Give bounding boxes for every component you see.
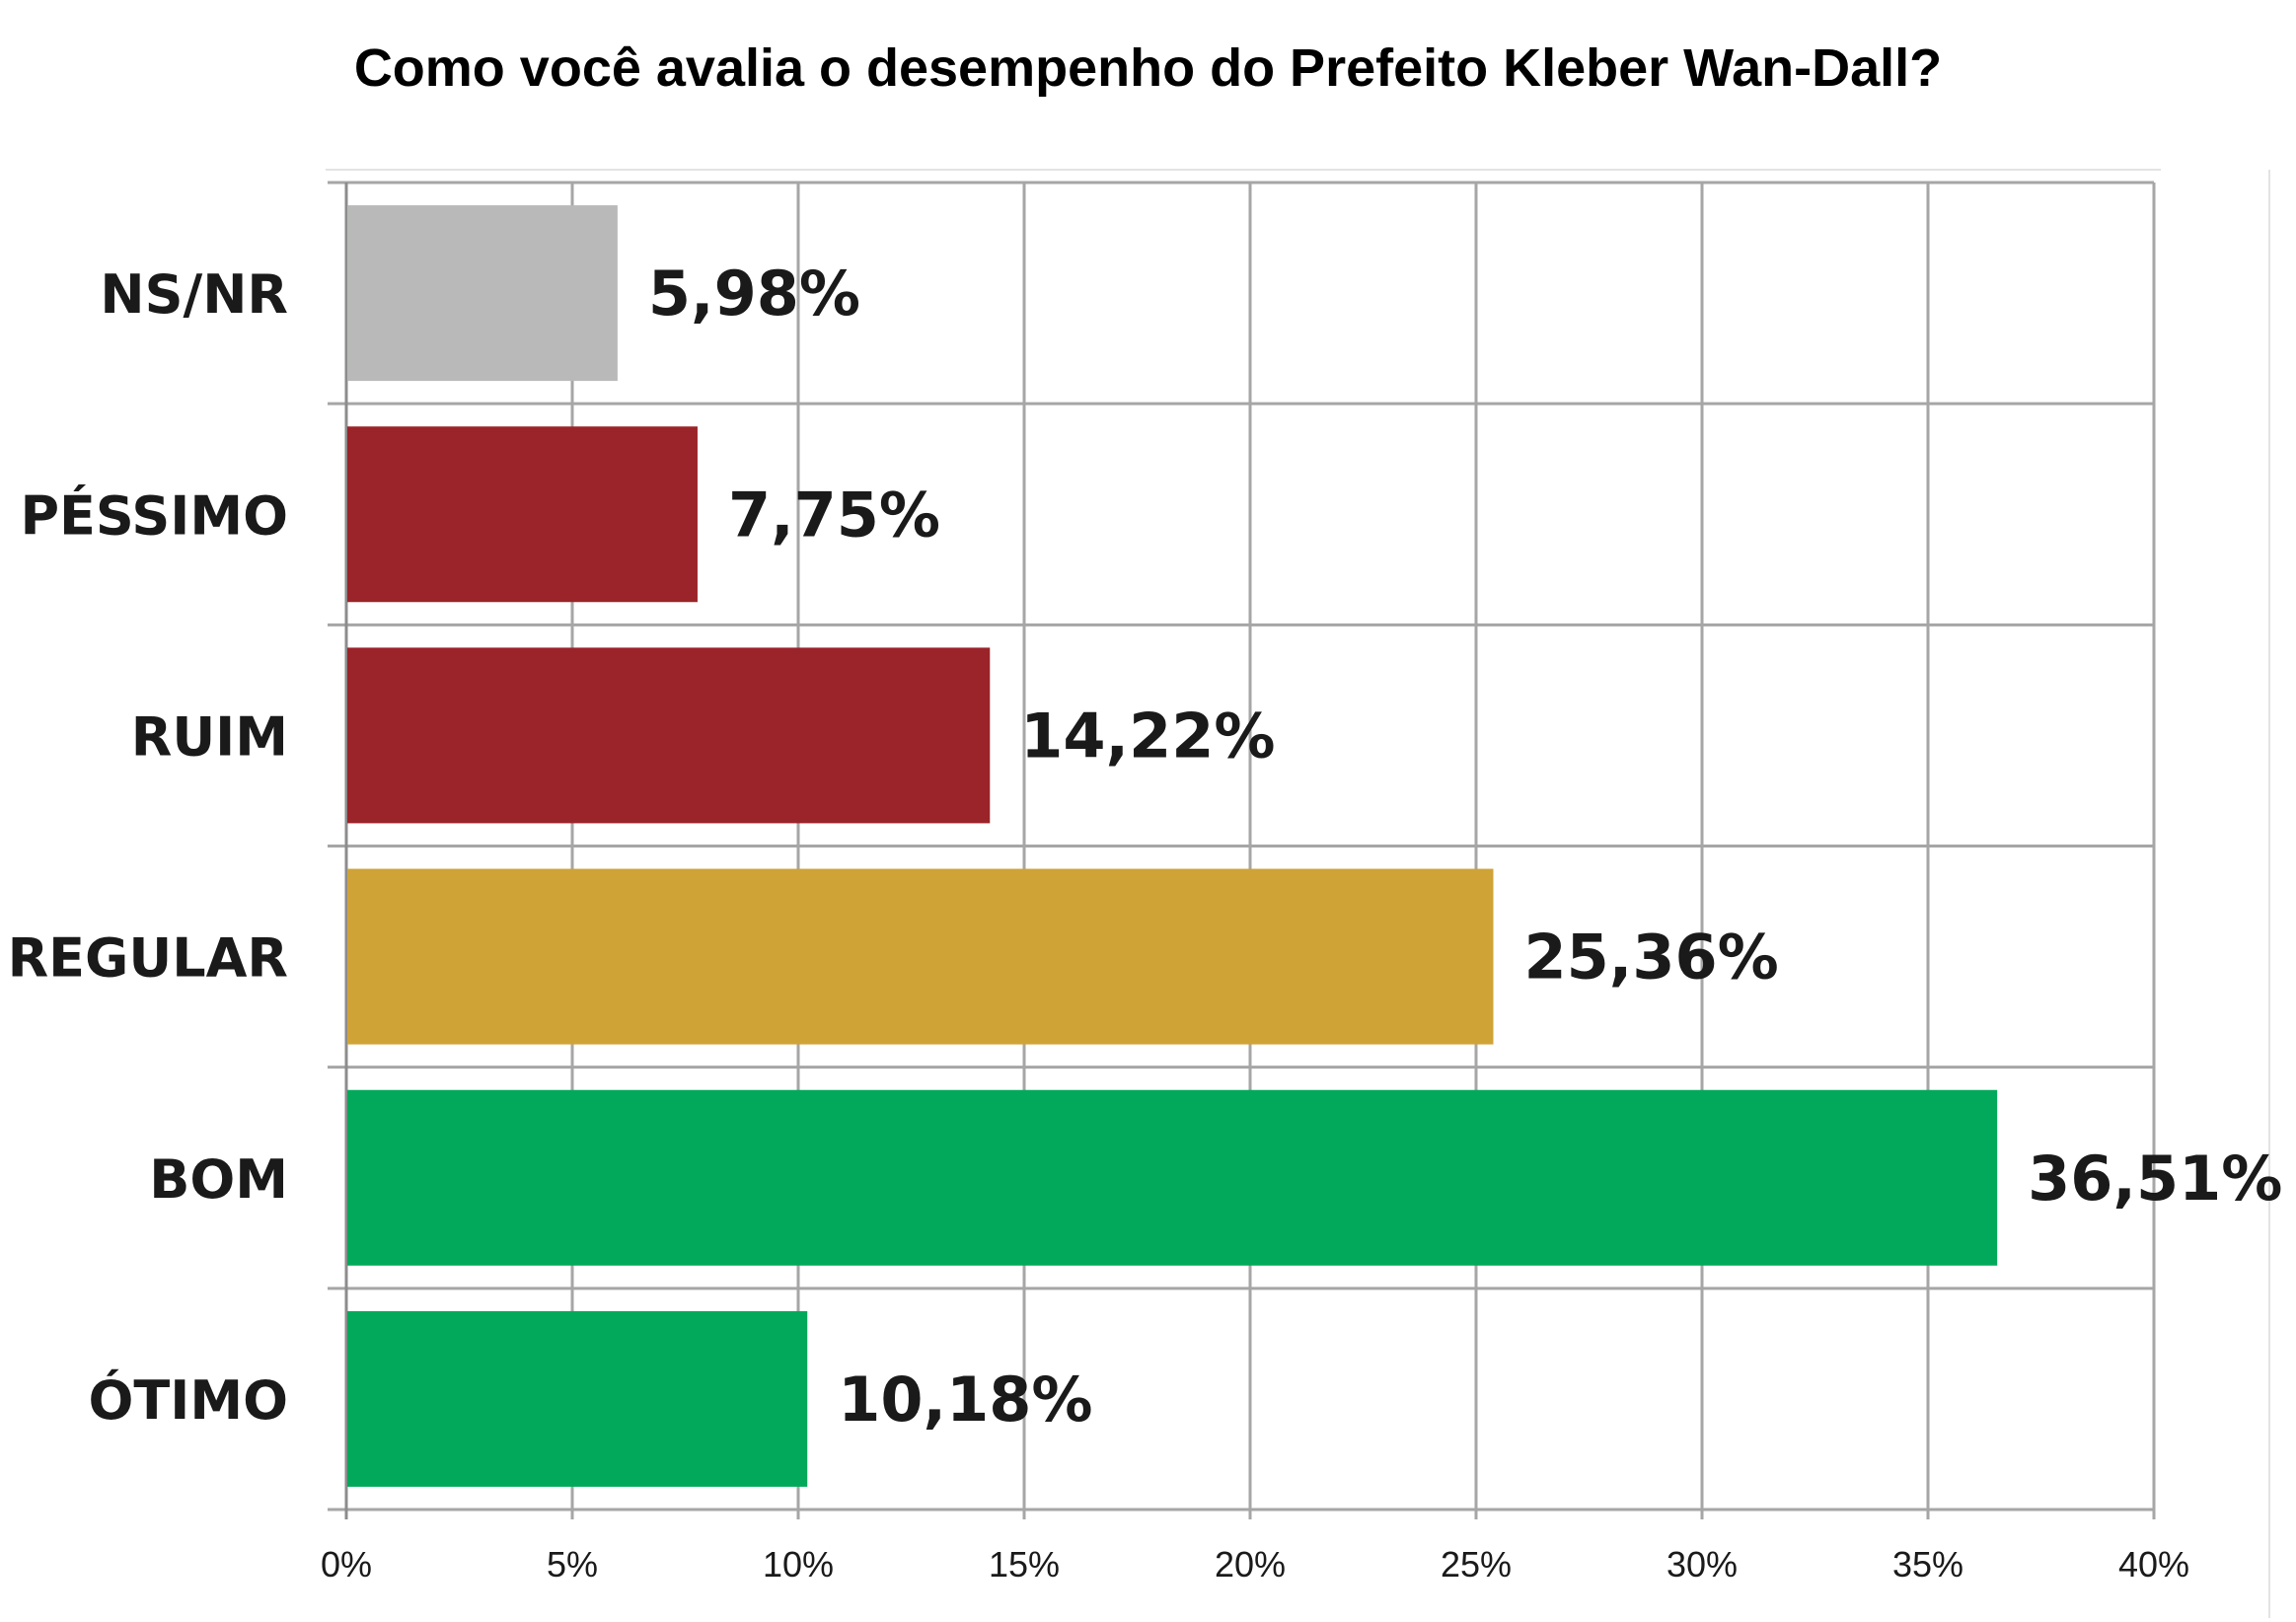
x-tick-label-5: 25% bbox=[1441, 1544, 1512, 1585]
x-tick-label-7: 35% bbox=[1892, 1544, 1963, 1585]
category-label-4: BOM bbox=[149, 1148, 288, 1211]
grid bbox=[326, 169, 2270, 1618]
x-tick-label-3: 15% bbox=[989, 1544, 1060, 1585]
x-tick-label-4: 20% bbox=[1215, 1544, 1286, 1585]
value-label-0: 5,98% bbox=[648, 258, 860, 330]
bar-5 bbox=[347, 1310, 808, 1487]
category-label-1: PÉSSIMO bbox=[20, 484, 288, 547]
value-label-5: 10,18% bbox=[838, 1364, 1092, 1436]
x-tick-label-2: 10% bbox=[763, 1544, 834, 1585]
bar-4 bbox=[347, 1089, 1998, 1266]
value-label-1: 7,75% bbox=[728, 479, 940, 551]
value-label-3: 25,36% bbox=[1523, 922, 1778, 994]
x-tick-label-1: 5% bbox=[547, 1544, 598, 1585]
x-tick-label-6: 30% bbox=[1666, 1544, 1738, 1585]
bar-3 bbox=[347, 868, 1494, 1045]
x-tick-label-8: 40% bbox=[2118, 1544, 2189, 1585]
bars bbox=[347, 205, 1998, 1487]
x-tick-label-0: 0% bbox=[321, 1544, 372, 1585]
category-label-3: REGULAR bbox=[8, 927, 288, 990]
category-label-2: RUIM bbox=[131, 705, 288, 768]
labels: NS/NR 5,98% PÉSSIMO 7,75% RUIM 14,22% REGULAR 2… bbox=[8, 258, 2283, 1585]
chart-title: Como você avalia o desempenho do Prefeit… bbox=[353, 38, 1943, 98]
bar-2 bbox=[347, 647, 991, 824]
bar-1 bbox=[347, 426, 698, 603]
value-label-4: 36,51% bbox=[2028, 1143, 2282, 1215]
category-label-0: NS/NR bbox=[100, 263, 288, 326]
value-label-2: 14,22% bbox=[1020, 700, 1275, 772]
category-label-5: ÓTIMO bbox=[89, 1369, 288, 1432]
bar-0 bbox=[347, 205, 618, 382]
